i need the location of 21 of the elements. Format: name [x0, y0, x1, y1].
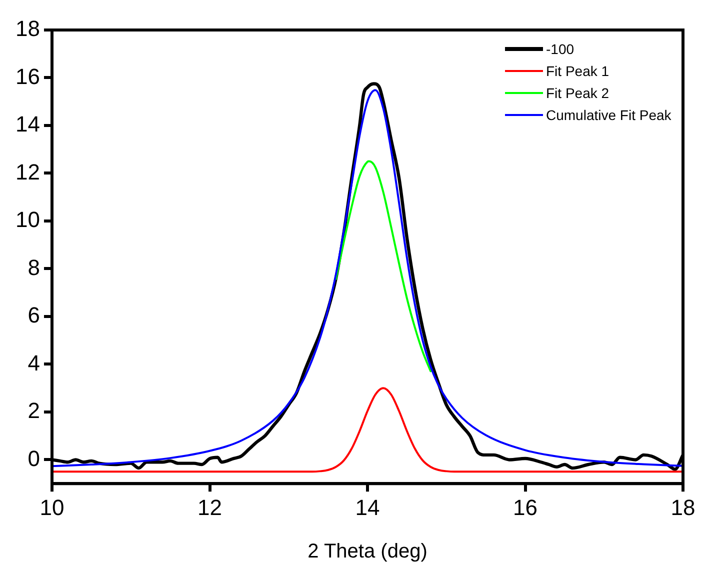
legend-label: Cumulative Fit Peak [546, 106, 672, 125]
y-tick-label: 10 [16, 207, 40, 232]
y-tick-label: 8 [28, 254, 40, 280]
y-tick-label: 4 [28, 350, 40, 376]
y-tick-label: 0 [28, 446, 40, 471]
x-tick-label: 16 [513, 494, 538, 520]
y-tick-label: 2 [28, 398, 40, 424]
y-tick-label: 12 [16, 159, 40, 184]
y-tick-label: 16 [16, 64, 40, 89]
legend-label: Fit Peak 1 [546, 62, 610, 81]
x-tick-label: 18 [670, 494, 696, 520]
x-tick-label: 12 [198, 494, 222, 520]
x-axis-title: 2 Theta (deg) [308, 540, 428, 563]
line-series [334, 160, 432, 372]
line-series [52, 387, 683, 473]
y-tick-label: 14 [16, 112, 40, 137]
y-tick-label: 18 [16, 16, 40, 42]
y-tick-label: 6 [28, 302, 40, 328]
x-tick-label: 14 [355, 494, 380, 520]
legend-label: Fit Peak 2 [546, 84, 610, 103]
legend-label: -100 [546, 40, 574, 59]
